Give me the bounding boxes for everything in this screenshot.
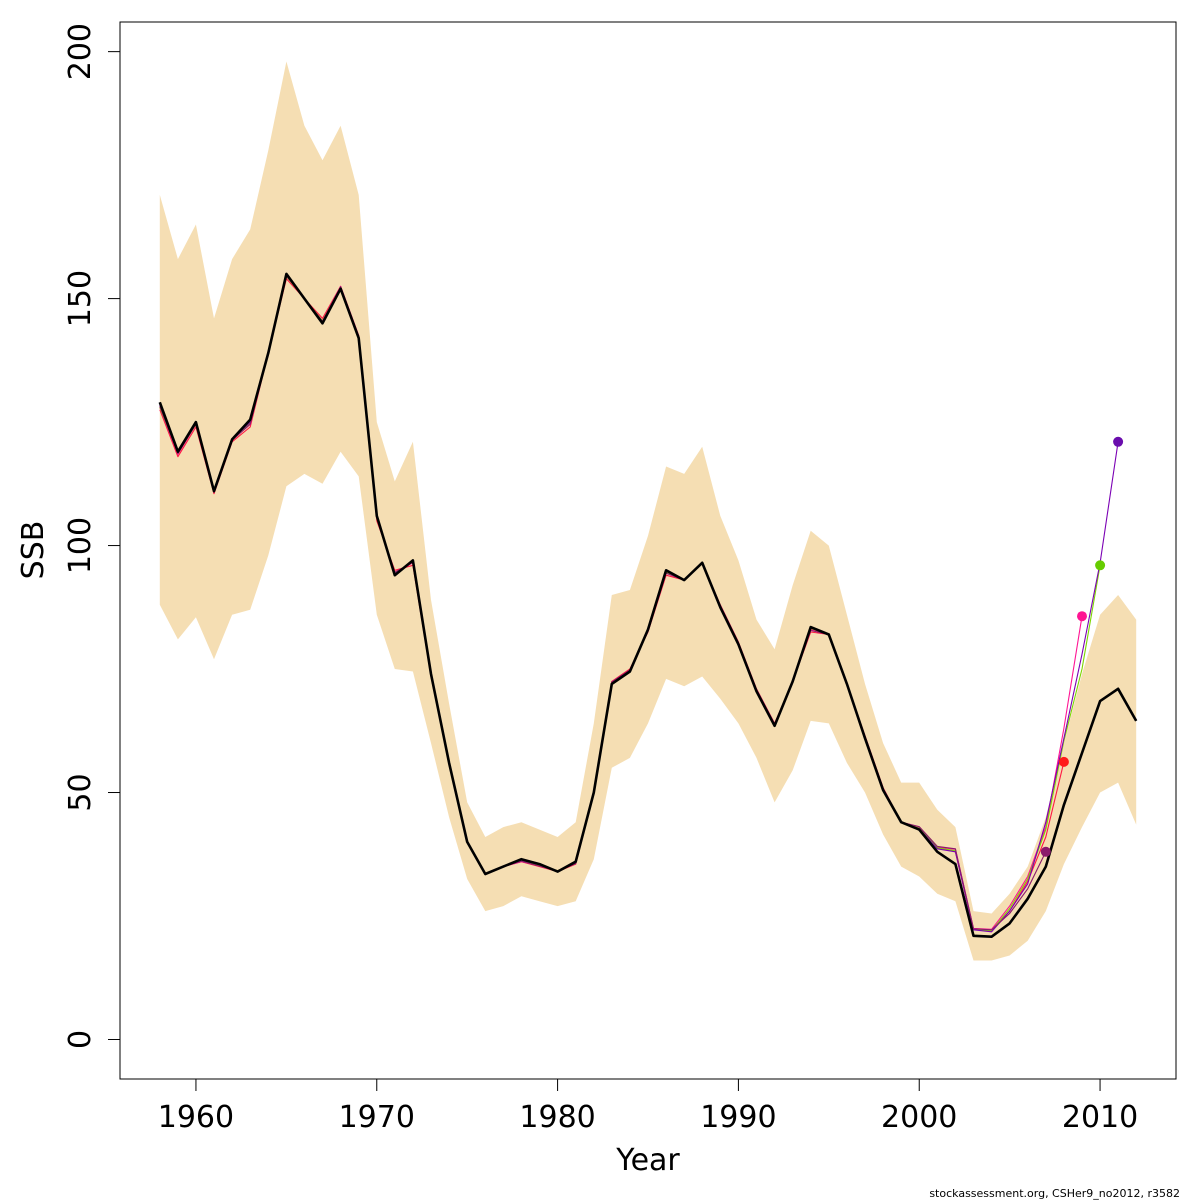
x-tick-label: 1980 bbox=[519, 1100, 595, 1135]
x-tick-label: 2010 bbox=[1062, 1100, 1138, 1135]
x-axis-title: Year bbox=[615, 1143, 680, 1178]
terminal-point-2011 bbox=[1113, 436, 1124, 447]
series-line-main bbox=[158, 272, 1138, 939]
terminal-point-2008 bbox=[1058, 756, 1069, 767]
y-tick-label: 0 bbox=[63, 1030, 98, 1049]
y-axis: 0 50 100 150 200 bbox=[63, 23, 121, 1049]
x-axis: 1960 1970 1980 1990 2000 2010 bbox=[158, 1078, 1138, 1135]
y-tick-label: 150 bbox=[63, 270, 98, 327]
y-tick-label: 100 bbox=[63, 517, 98, 574]
x-tick-label: 1990 bbox=[700, 1100, 776, 1135]
terminal-point-2007 bbox=[1040, 846, 1051, 857]
y-tick-label: 50 bbox=[63, 773, 98, 811]
y-axis-title: SSB bbox=[16, 521, 51, 580]
x-tick-label: 2000 bbox=[881, 1100, 957, 1135]
confidence-band bbox=[159, 61, 1137, 961]
credit-text: stockassessment.org, CSHer9_no2012, r358… bbox=[929, 1187, 1180, 1200]
y-tick-label: 200 bbox=[63, 23, 98, 80]
series-lines bbox=[158, 272, 1138, 939]
terminal-point-2010 bbox=[1095, 560, 1106, 571]
terminal-point-2009 bbox=[1077, 611, 1087, 622]
x-tick-label: 1970 bbox=[339, 1100, 415, 1135]
band-area bbox=[159, 61, 1137, 961]
terminal-points bbox=[1040, 436, 1124, 857]
x-tick-label: 1960 bbox=[158, 1100, 234, 1135]
